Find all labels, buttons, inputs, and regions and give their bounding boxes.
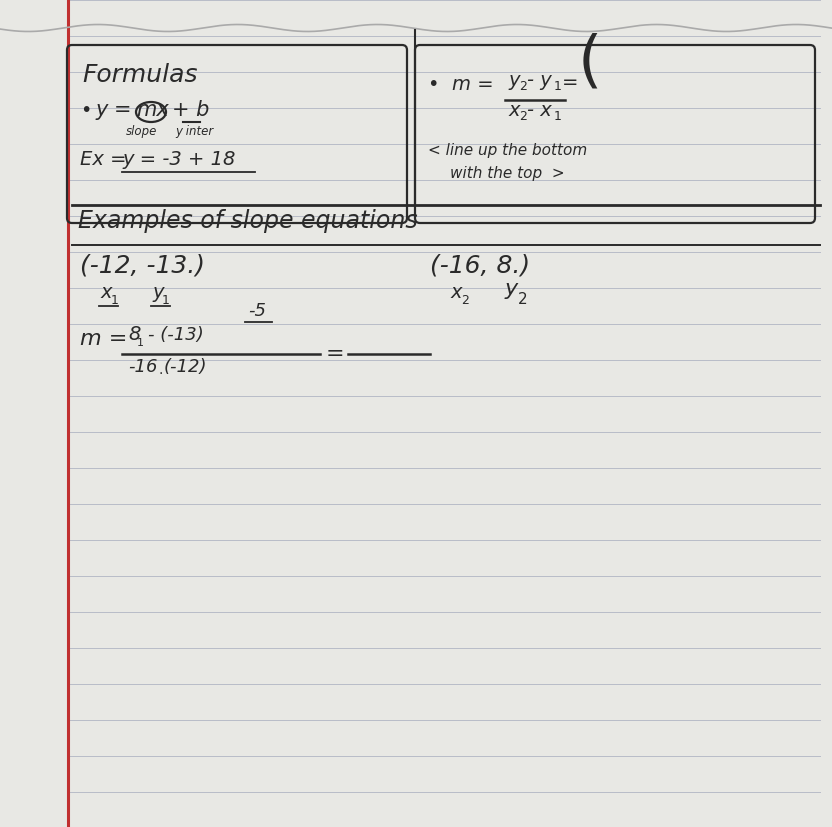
Text: (-16, 8.): (-16, 8.) [430, 253, 530, 277]
Text: y inter: y inter [175, 125, 213, 138]
Text: -5: -5 [248, 302, 266, 320]
Text: 2: 2 [519, 80, 527, 93]
Text: Formulas: Formulas [82, 63, 197, 87]
Text: -16: -16 [128, 358, 157, 376]
Text: ·: · [158, 367, 162, 381]
Text: 2: 2 [461, 294, 469, 307]
Text: Examples of slope equations: Examples of slope equations [78, 209, 418, 233]
Text: with the top  >: with the top > [450, 166, 565, 181]
Text: 1: 1 [111, 294, 119, 307]
Text: x: x [100, 283, 111, 302]
Text: mx: mx [136, 100, 169, 120]
Text: 1: 1 [137, 338, 144, 348]
Text: y: y [505, 279, 518, 299]
Text: slope: slope [126, 125, 157, 138]
Text: 1: 1 [162, 294, 170, 307]
Text: (-12): (-12) [164, 358, 207, 376]
Text: 2: 2 [519, 110, 527, 123]
Text: 1: 1 [554, 110, 562, 123]
Text: y = -3 + 18: y = -3 + 18 [122, 150, 235, 169]
Text: 2: 2 [518, 292, 527, 307]
Text: y: y [152, 283, 164, 302]
Text: - (-13): - (-13) [148, 326, 204, 344]
Text: •  m =: • m = [428, 75, 493, 94]
Text: (: ( [578, 33, 602, 93]
Text: m =: m = [80, 329, 127, 349]
Text: 1: 1 [554, 80, 562, 93]
Text: =: = [326, 344, 344, 364]
Text: < line up the bottom: < line up the bottom [428, 143, 587, 158]
Text: =: = [562, 73, 578, 92]
Text: •: • [80, 101, 92, 120]
Text: Ex =: Ex = [80, 150, 126, 169]
Text: x: x [508, 101, 519, 120]
Text: - x: - x [527, 101, 552, 120]
Text: x: x [450, 283, 462, 302]
Text: 8: 8 [128, 325, 141, 344]
Text: + b: + b [172, 100, 210, 120]
Text: y: y [508, 71, 519, 90]
Text: (-12, -13.): (-12, -13.) [80, 253, 205, 277]
Text: - y: - y [527, 71, 552, 90]
Text: y =: y = [96, 100, 132, 120]
